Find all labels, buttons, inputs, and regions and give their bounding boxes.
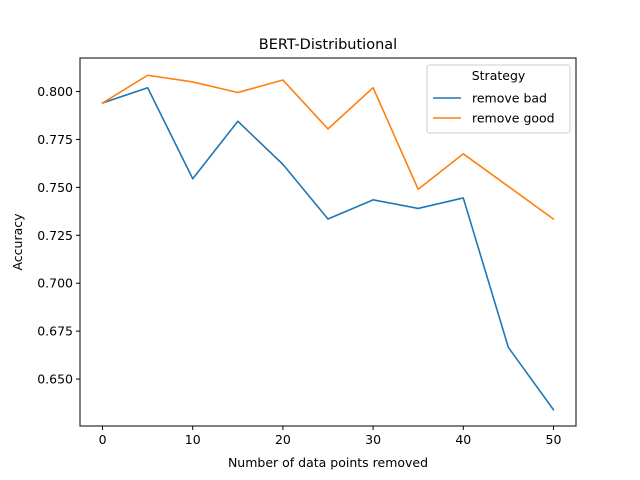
y-tick-label: 0.800 xyxy=(37,84,73,99)
y-tick-label: 0.750 xyxy=(37,180,73,195)
chart-title: BERT-Distributional xyxy=(259,37,397,53)
axis-ticks: 0 10 20 30 40 50 0.650 0.675 0.700 0.725 0.750 0.77… xyxy=(37,84,561,447)
y-tick-label: 0.725 xyxy=(37,228,73,243)
series-layer xyxy=(101,74,555,411)
x-tick-label: 50 xyxy=(546,432,562,447)
series-line-remove-good xyxy=(101,74,555,221)
x-tick-label: 30 xyxy=(365,432,381,447)
legend-entry-label: remove bad xyxy=(472,91,547,106)
y-tick-label: 0.675 xyxy=(37,324,73,339)
legend-entry-label: remove good xyxy=(472,111,555,126)
plot-frame xyxy=(79,57,577,427)
x-tick-label: 0 xyxy=(99,432,107,447)
x-axis-label: Number of data points removed xyxy=(228,455,428,470)
y-tick-label: 0.700 xyxy=(37,276,73,291)
legend-title: Strategy xyxy=(472,68,526,83)
x-tick-label: 40 xyxy=(455,432,471,447)
y-axis-label: Accuracy xyxy=(10,213,25,271)
legend: Strategy remove bad remove good xyxy=(426,64,571,134)
y-tick-label: 0.650 xyxy=(37,372,73,387)
x-tick-label: 20 xyxy=(275,432,291,447)
legend-box xyxy=(426,64,571,134)
series-line-remove-bad xyxy=(101,86,555,411)
y-tick-label: 0.775 xyxy=(37,132,73,147)
x-tick-label: 10 xyxy=(185,432,201,447)
